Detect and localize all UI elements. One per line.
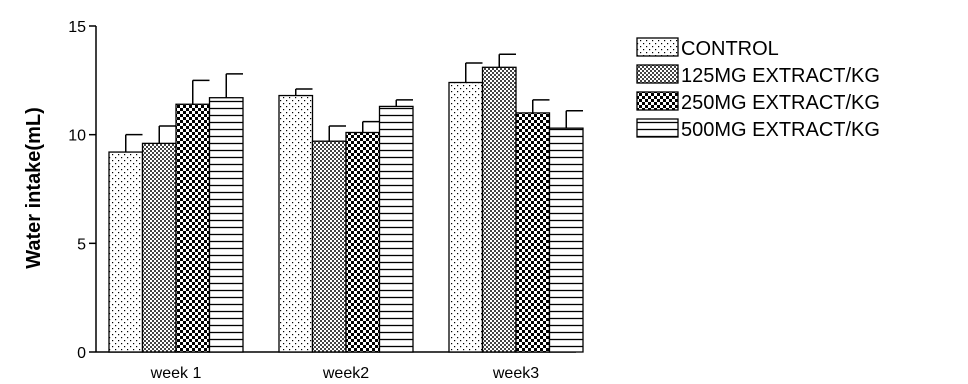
legend-label: 500MG EXTRACT/KG: [681, 119, 880, 141]
y-tick-label: 5: [77, 236, 86, 253]
y-tick-label: 10: [68, 128, 86, 145]
bar-2-week2: [311, 140, 347, 353]
bar-1-week2: [278, 94, 314, 353]
bar-3-week2: [345, 131, 381, 353]
legend-swatch: [636, 91, 679, 111]
x-category-label: week2: [322, 365, 369, 382]
y-tick-label: 0: [77, 345, 86, 362]
bar-4-week2: [378, 105, 414, 353]
y-axis-label: Water intake(mL): [23, 107, 45, 269]
legend: CONTROL 125MG EXTRACT/KG 250MG EXTRACT/KG 5…: [636, 37, 880, 141]
legend-swatch: [636, 64, 679, 84]
bar-4-week-1: [208, 97, 244, 353]
bar-4-week3: [548, 127, 584, 353]
legend-swatch: [636, 118, 679, 138]
bar-1-week3: [448, 81, 484, 353]
bar-1-week-1: [108, 151, 144, 353]
bar-3-week3: [515, 112, 551, 353]
y-tick-label: 15: [68, 19, 86, 36]
bar-2-week-1: [141, 142, 177, 353]
x-category-label: week3: [492, 365, 539, 382]
legend-swatch: [636, 37, 679, 57]
y-ticks: 0 5 10 15: [68, 19, 96, 362]
error-bars: [125, 53, 583, 153]
legend-label: CONTROL: [681, 38, 779, 60]
legend-label: 250MG EXTRACT/KG: [681, 92, 880, 114]
legend-label: 125MG EXTRACT/KG: [681, 65, 880, 87]
x-category-label: week 1: [150, 365, 202, 382]
bars: [108, 66, 584, 353]
x-category-labels: week 1 week2 week3: [150, 365, 540, 382]
bar-2-week3: [481, 66, 517, 353]
bar-3-week-1: [175, 103, 211, 353]
